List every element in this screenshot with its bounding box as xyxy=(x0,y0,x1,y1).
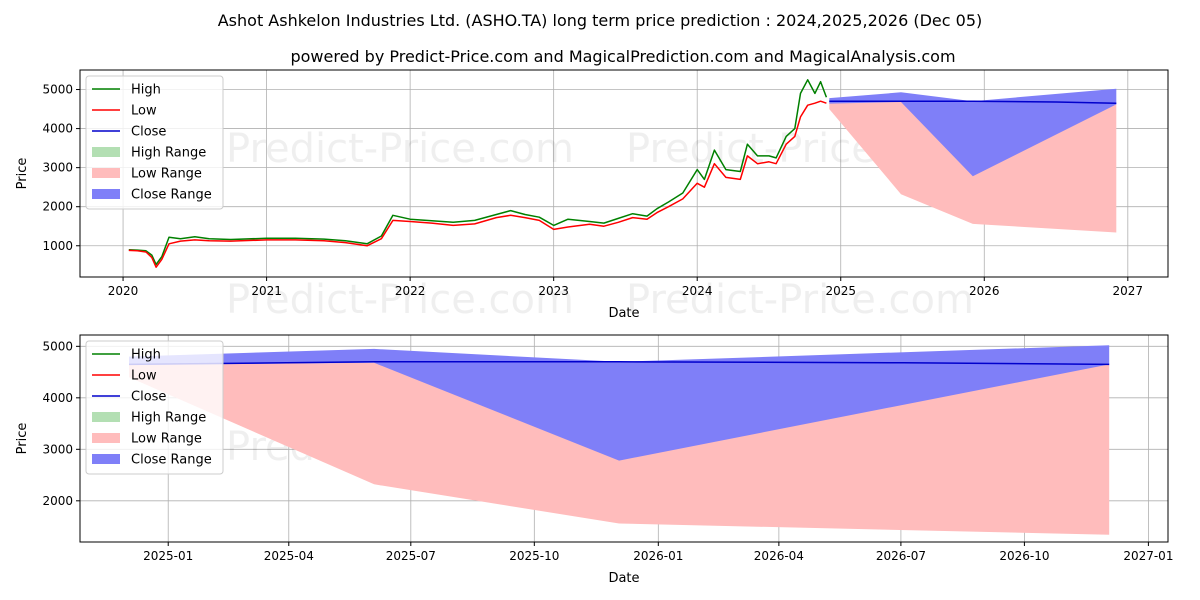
bottom-panel: Predict-Price.comPredict-Price.com2025-0… xyxy=(15,334,1173,586)
x-tick-label: 2027-01 xyxy=(1123,549,1173,563)
y-tick-label: 1000 xyxy=(42,239,73,253)
x-tick-label: 2026-01 xyxy=(633,549,683,563)
y-tick-label: 5000 xyxy=(42,83,73,97)
x-axis-label: Date xyxy=(608,571,639,586)
legend-label: High xyxy=(131,83,161,98)
y-tick-label: 2000 xyxy=(42,200,73,214)
y-tick-label: 4000 xyxy=(42,122,73,136)
legend-box xyxy=(85,340,224,475)
close-range-band xyxy=(829,88,1117,177)
x-tick-label: 2026 xyxy=(969,284,1000,298)
legend-label: Close Range xyxy=(131,453,212,468)
low-series-line xyxy=(128,100,827,268)
legend-box xyxy=(85,75,224,210)
close-series-line xyxy=(128,361,1110,366)
x-tick-label: 2025-10 xyxy=(509,549,559,563)
y-axis-label: Price xyxy=(15,158,30,190)
chart-title: Ashot Ashkelon Industries Ltd. (ASHO.TA)… xyxy=(218,11,983,30)
high-series-line xyxy=(128,79,828,266)
legend-swatch-patch xyxy=(92,189,120,199)
x-tick-label: 2025 xyxy=(825,284,856,298)
plot-frame xyxy=(79,334,1169,543)
x-tick-label: 2026-07 xyxy=(876,549,926,563)
legend-label: Low xyxy=(131,104,157,119)
x-tick-label: 2023 xyxy=(538,284,569,298)
close-series-line xyxy=(829,100,1117,104)
legend-label: Close xyxy=(131,125,166,140)
x-tick-label: 2027 xyxy=(1113,284,1144,298)
top-panel: Predict-Price.com Predict-Price.com Predic… xyxy=(15,69,1169,323)
y-axis-label: Price xyxy=(15,423,30,455)
legend-swatch-patch xyxy=(92,168,120,178)
x-tick-label: 2025-07 xyxy=(386,549,436,563)
legend-label: Close xyxy=(131,390,166,405)
y-tick-label: 3000 xyxy=(42,442,73,456)
axis-ticks: 2020 2021 2022 2023 2024 2025 2026 2027 1000 2000… xyxy=(42,83,1143,298)
legend-swatch-patch xyxy=(92,412,120,422)
watermark-text: Predict-Price.com xyxy=(226,277,574,323)
legend-label: Low Range xyxy=(131,167,202,182)
legend-swatch-patch xyxy=(92,147,120,157)
legend-label: Close Range xyxy=(131,188,212,203)
plot-area xyxy=(128,79,1117,268)
legend: High Low Close High Range Low Range Close Ran… xyxy=(85,75,224,210)
legend-label: Low Range xyxy=(131,432,202,447)
x-tick-label: 2025-04 xyxy=(264,549,314,563)
watermark-text: Predict-Price.com xyxy=(626,277,974,323)
legend-swatch-patch xyxy=(92,454,120,464)
x-tick-label: 2020 xyxy=(108,284,139,298)
axis-ticks: 2025-01 2025-04 2025-07 2025-10 2026-01 2026-… xyxy=(42,339,1173,563)
y-tick-label: 4000 xyxy=(42,391,73,405)
legend-label: High Range xyxy=(131,146,206,161)
x-tick-label: 2021 xyxy=(251,284,282,298)
x-tick-label: 2026-10 xyxy=(999,549,1049,563)
watermark-text: Predict-Price.com xyxy=(226,126,574,172)
x-tick-label: 2025-01 xyxy=(143,549,193,563)
x-tick-label: 2024 xyxy=(682,284,713,298)
legend-label: Low xyxy=(131,369,157,384)
x-tick-label: 2026-04 xyxy=(754,549,804,563)
chart-subtitle: powered by Predict-Price.com and Magical… xyxy=(290,47,955,66)
y-tick-label: 2000 xyxy=(42,494,73,508)
plot-area xyxy=(128,345,1110,535)
legend-label: High xyxy=(131,348,161,363)
x-axis-label: Date xyxy=(608,306,639,321)
plot-frame xyxy=(79,69,1169,278)
legend-label: High Range xyxy=(131,411,206,426)
x-tick-label: 2022 xyxy=(395,284,426,298)
y-tick-label: 3000 xyxy=(42,161,73,175)
y-tick-label: 5000 xyxy=(42,339,73,353)
legend-swatch-patch xyxy=(92,433,120,443)
close-range-band xyxy=(129,345,1110,461)
legend: High Low Close High Range Low Range Close Ran… xyxy=(85,340,224,475)
